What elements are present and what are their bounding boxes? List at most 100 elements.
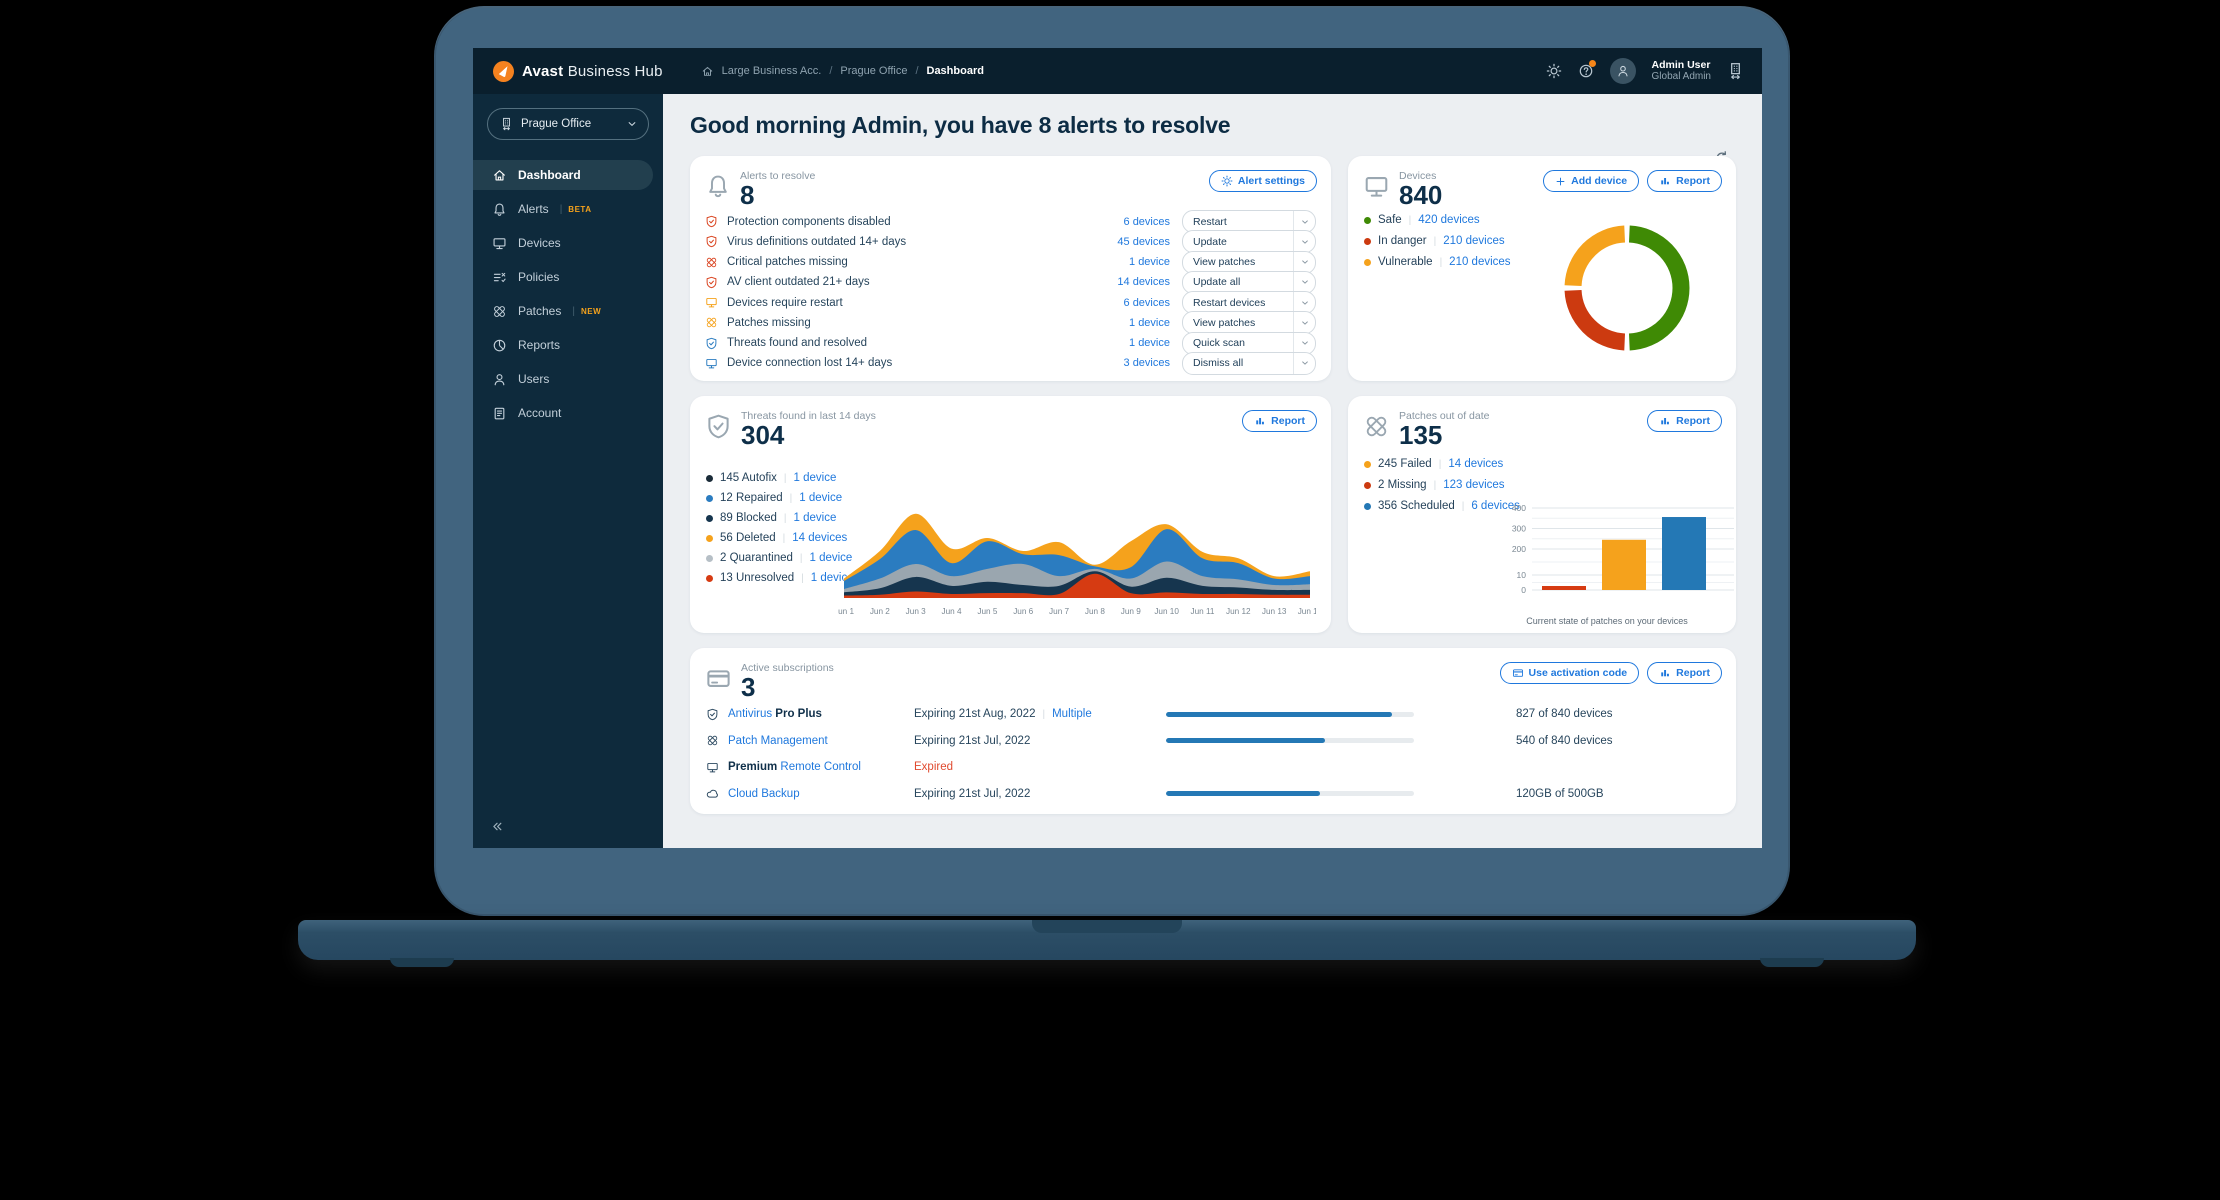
alert-device-count-link[interactable]: 3 devices xyxy=(1123,357,1170,370)
shield-icon xyxy=(705,215,718,228)
expiry-divider: | xyxy=(1042,708,1046,720)
legend-device-link[interactable]: 1 device xyxy=(810,572,854,584)
legend-device-link[interactable]: 1 device xyxy=(809,552,853,564)
legend-item: 145 Autofix | 1 device xyxy=(706,472,854,484)
legend-device-link[interactable]: 210 devices xyxy=(1449,256,1511,268)
legend-device-link[interactable]: 420 devices xyxy=(1418,214,1480,226)
legend-device-link[interactable]: 210 devices xyxy=(1443,235,1505,247)
office-selector[interactable]: Prague Office xyxy=(487,108,649,140)
legend-device-link[interactable]: 14 devices xyxy=(1448,458,1504,470)
patches-report-button[interactable]: Report xyxy=(1647,410,1722,432)
alert-action-dropdown[interactable]: Update xyxy=(1182,230,1316,254)
gear-icon[interactable] xyxy=(1546,63,1562,79)
alert-device-count-link[interactable]: 14 devices xyxy=(1117,276,1170,289)
legend-dot xyxy=(1364,460,1371,468)
user-info[interactable]: Admin User Global Admin xyxy=(1652,59,1711,83)
sidebar-item-policies[interactable]: Policies xyxy=(473,262,653,292)
legend-divider: | xyxy=(1433,479,1437,491)
devices-report-button[interactable]: Report xyxy=(1647,170,1722,192)
alert-device-count-link[interactable]: 1 device xyxy=(1129,316,1170,329)
legend-dot xyxy=(706,574,713,582)
devices-donut-chart xyxy=(1557,218,1697,358)
home-icon[interactable] xyxy=(701,65,714,78)
y-axis-label: 0 xyxy=(1521,585,1526,595)
subscription-row: Cloud Backup Expiring 21st Jul, 2022 120GB… xyxy=(706,784,1720,804)
donut-segment-in-danger xyxy=(1564,289,1626,351)
legend-device-link[interactable]: 1 device xyxy=(799,492,843,504)
subscription-expiry: Expiring 21st Jul, 2022 xyxy=(914,735,1166,747)
x-axis-label: Jun 14 xyxy=(1298,607,1316,616)
monitor-icon xyxy=(492,236,507,251)
alert-action-dropdown[interactable]: Restart devices xyxy=(1182,291,1316,315)
subscription-name-link[interactable]: Cloud Backup xyxy=(728,787,800,800)
sidebar-item-patches[interactable]: Patches | NEW xyxy=(473,296,653,326)
bar-chart-caption: Current state of patches on your devices xyxy=(1526,616,1688,626)
legend-device-link[interactable]: 1 device xyxy=(793,512,837,524)
company-switcher-icon[interactable] xyxy=(1727,62,1744,80)
alert-device-count-link[interactable]: 6 devices xyxy=(1123,296,1170,309)
x-axis-label: Jun 5 xyxy=(977,607,997,616)
bar-failed xyxy=(1602,539,1646,590)
sidebar-item-users[interactable]: Users xyxy=(473,364,653,394)
alert-device-count-link[interactable]: 1 device xyxy=(1129,337,1170,350)
breadcrumb-item[interactable]: Prague Office xyxy=(840,65,908,77)
alert-label: Protection components disabled xyxy=(727,215,891,228)
alert-action-dropdown[interactable]: Update all xyxy=(1182,270,1316,294)
alert-action-dropdown[interactable]: Dismiss all xyxy=(1182,351,1316,375)
add-device-button[interactable]: Add device xyxy=(1543,170,1640,192)
bar-scheduled xyxy=(1662,517,1706,590)
legend-divider: | xyxy=(1439,256,1443,268)
subscription-name-link[interactable]: Patch Management xyxy=(728,734,828,747)
legend-item: 89 Blocked | 1 device xyxy=(706,512,854,524)
alert-action-dropdown[interactable]: View patches xyxy=(1182,250,1316,274)
sidebar-item-reports[interactable]: Reports xyxy=(473,330,653,360)
threats-report-button[interactable]: Report xyxy=(1242,410,1317,432)
patches-count: 135 xyxy=(1399,420,1443,450)
use-activation-code-button[interactable]: Use activation code xyxy=(1499,662,1640,684)
monitor-icon xyxy=(706,761,719,774)
subscription-name-link[interactable]: Premium Remote Control xyxy=(728,761,861,774)
bar-chart-icon xyxy=(1659,175,1671,187)
subscription-name-link[interactable]: Antivirus Pro Plus xyxy=(728,708,822,720)
alert-device-count-link[interactable]: 1 device xyxy=(1129,256,1170,269)
legend-divider: | xyxy=(782,532,786,544)
sidebar-item-badge: | BETA xyxy=(560,204,592,215)
legend-divider: | xyxy=(789,492,793,504)
multiple-link[interactable]: Multiple xyxy=(1052,708,1092,720)
legend-divider: | xyxy=(1408,214,1412,226)
patch-icon xyxy=(705,256,718,269)
laptop-base xyxy=(298,920,1916,960)
alert-device-count-link[interactable]: 6 devices xyxy=(1123,215,1170,228)
avatar[interactable] xyxy=(1609,58,1636,84)
breadcrumb-item[interactable]: Dashboard xyxy=(926,65,984,77)
patch-icon xyxy=(1363,413,1390,440)
devices-card-title: Devices xyxy=(1399,170,1437,182)
subscriptions-card-title: Active subscriptions xyxy=(741,662,834,674)
alert-settings-button[interactable]: Alert settings xyxy=(1208,170,1317,192)
sidebar-item-devices[interactable]: Devices xyxy=(473,228,653,258)
legend-divider: | xyxy=(799,552,803,564)
alert-action-dropdown[interactable]: View patches xyxy=(1182,311,1316,335)
sidebar-item-alerts[interactable]: Alerts | BETA xyxy=(473,194,653,224)
legend-dot xyxy=(706,494,713,502)
alert-action-dropdown[interactable]: Restart xyxy=(1182,210,1316,233)
legend-device-link[interactable]: 1 device xyxy=(793,472,837,484)
sidebar-collapse-button[interactable] xyxy=(489,819,504,834)
list-icon xyxy=(492,270,507,285)
chevron-down-icon xyxy=(1293,231,1315,253)
devices-card: Devices 840 Add device Report xyxy=(1348,156,1736,381)
legend-device-link[interactable]: 123 devices xyxy=(1443,479,1505,491)
chevron-down-icon xyxy=(1293,292,1315,314)
legend-dot xyxy=(1364,481,1371,489)
x-axis-label: Jun 10 xyxy=(1154,607,1179,616)
subscriptions-report-button[interactable]: Report xyxy=(1647,662,1722,684)
shield-icon xyxy=(705,413,732,440)
sidebar-item-account[interactable]: Account xyxy=(473,398,653,428)
sidebar-item-dashboard[interactable]: Dashboard xyxy=(473,160,653,190)
legend-device-link[interactable]: 6 devices xyxy=(1471,500,1520,512)
legend-divider: | xyxy=(1438,458,1442,470)
legend-device-link[interactable]: 14 devices xyxy=(792,532,848,544)
alert-device-count-link[interactable]: 45 devices xyxy=(1117,235,1170,248)
breadcrumb-item[interactable]: Large Business Acc. xyxy=(721,65,822,77)
help-icon[interactable] xyxy=(1578,60,1596,79)
